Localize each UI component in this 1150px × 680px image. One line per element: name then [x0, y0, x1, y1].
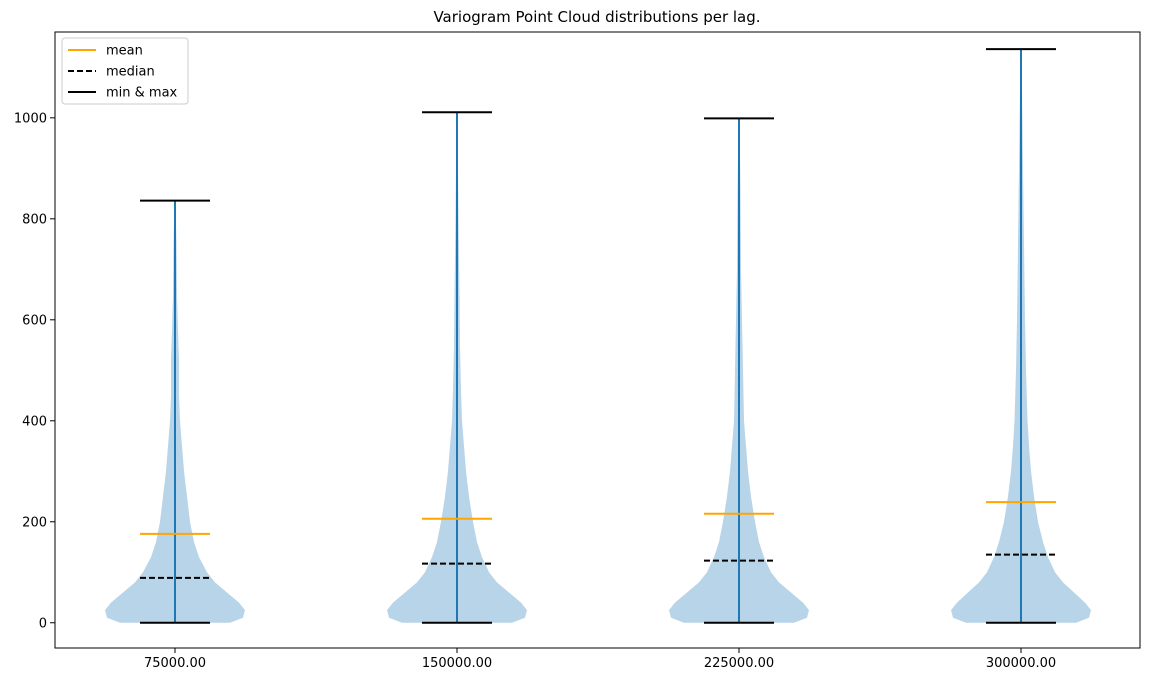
plot-frame	[54, 31, 1141, 649]
violin-3	[669, 117, 809, 624]
y-tick-label: 1000	[14, 111, 47, 126]
legend-box	[61, 37, 189, 105]
chart-title: Variogram Point Cloud distributions per …	[433, 8, 760, 26]
x-tick-label: 150000.00	[422, 656, 492, 671]
y-tick-label: 800	[22, 212, 47, 227]
legend-label: median	[106, 65, 155, 80]
x-tick-label: 75000.00	[144, 656, 206, 671]
violin-2	[387, 111, 527, 624]
violin-4	[951, 48, 1091, 624]
legend-label: min & max	[106, 86, 178, 101]
axes-layer: 0 200 400 600 800 1000 75000.00 150000.00 225000…	[14, 31, 1141, 671]
legend-label: mean	[106, 44, 143, 59]
y-tick-label: 200	[22, 515, 47, 530]
x-tick-label: 300000.00	[986, 656, 1056, 671]
y-tick-label: 600	[22, 313, 47, 328]
y-tick-label: 0	[39, 616, 47, 631]
x-tick-label: 225000.00	[704, 656, 774, 671]
y-tick-label: 400	[22, 414, 47, 429]
violin-1	[105, 199, 245, 624]
violins-layer	[105, 48, 1091, 624]
legend: mean median min & max	[61, 37, 189, 105]
